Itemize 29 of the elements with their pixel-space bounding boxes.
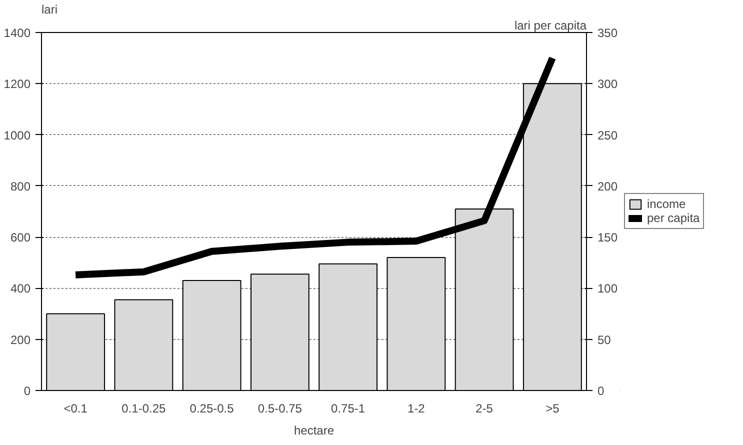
y-tick-label: 0 — [24, 384, 31, 398]
x-axis-title: hectare — [294, 424, 334, 438]
y2-axis-title: lari per capita — [514, 18, 587, 32]
y2-tick-label: 150 — [598, 230, 618, 245]
x-tick-label: 0.25-0.5 — [190, 402, 234, 416]
y-tick-label: 1200 — [4, 77, 31, 92]
y-tick-label: 800 — [10, 179, 31, 194]
legend-label: income — [647, 197, 686, 211]
y-tick-label: 600 — [10, 230, 31, 245]
y-tick-label: 1400 — [4, 26, 31, 40]
legend-label: per capita — [647, 211, 700, 225]
y2-tick-label: 250 — [598, 128, 618, 142]
x-tick-label: >5 — [546, 402, 560, 416]
y2-tick-label: 200 — [598, 179, 618, 194]
x-tick-label: 0.1-0.25 — [122, 402, 166, 416]
x-tick-label: <0.1 — [64, 402, 88, 416]
x-tick-label: 0.5-0.75 — [258, 402, 302, 416]
y-tick-label: 400 — [10, 282, 31, 296]
y-tick-label: 1000 — [4, 128, 31, 142]
y2-tick-label: 50 — [598, 332, 612, 347]
x-tick-label: 0.75-1 — [331, 402, 366, 416]
y2-tick-label: 350 — [598, 26, 618, 40]
y-tick-label: 200 — [10, 332, 31, 347]
y2-tick-label: 300 — [598, 77, 618, 92]
y2-tick-label: 0 — [598, 384, 604, 398]
y-axis-title: lari — [42, 2, 58, 16]
x-tick-label: 2-5 — [476, 402, 494, 416]
y2-tick-label: 100 — [598, 282, 618, 296]
x-tick-label: 1-2 — [408, 402, 426, 416]
